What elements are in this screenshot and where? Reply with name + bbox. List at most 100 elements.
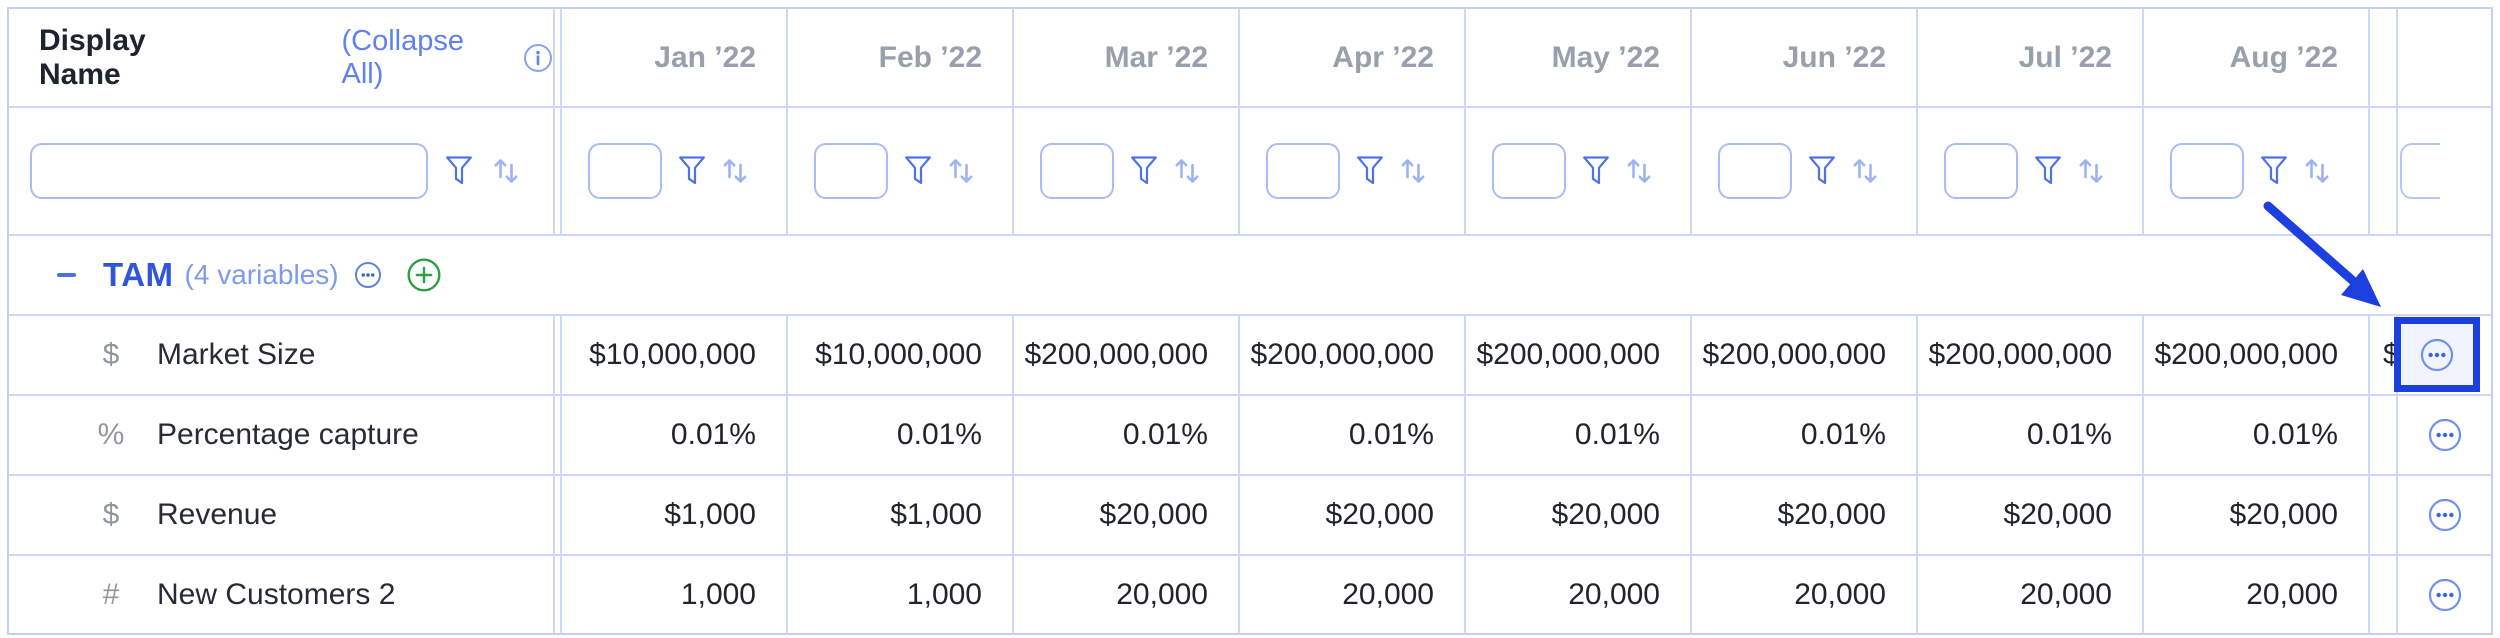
value-cell[interactable]: $20,000 — [2142, 476, 2368, 554]
row-more-options-icon[interactable] — [2427, 417, 2463, 453]
value-cell[interactable]: $200,000,000 — [1012, 316, 1238, 394]
highlighted-target-box — [2394, 317, 2480, 392]
row-label: Revenue — [157, 498, 278, 531]
value-cell[interactable]: $200,000,000 — [1238, 316, 1464, 394]
cell-value: 1,000 — [680, 577, 756, 611]
row-more-options-icon[interactable] — [2419, 337, 2455, 373]
value-cell[interactable]: 20,000 — [1238, 556, 1464, 633]
value-cell[interactable]: $200,000,000 — [2142, 316, 2368, 394]
cell-value: 0.01% — [670, 418, 756, 451]
cell-value: 20,000 — [1568, 577, 1660, 611]
column-filter-input[interactable] — [1944, 143, 2018, 199]
collapse-group-icon[interactable] — [57, 273, 76, 277]
value-cell[interactable]: 0.01% — [2142, 396, 2368, 474]
variables-table: Display Name (Collapse All) Jan ’22 Feb … — [7, 7, 2493, 635]
column-filter-input[interactable] — [1266, 143, 1340, 199]
value-cell[interactable]: $200,000,000 — [1916, 316, 2142, 394]
month-label: May ’22 — [1551, 40, 1660, 74]
column-filter-input[interactable] — [1718, 143, 1792, 199]
value-cell[interactable]: 1,000 — [560, 556, 786, 633]
value-cell[interactable]: 1,000 — [786, 556, 1012, 633]
value-cell[interactable]: 0.01% — [560, 396, 786, 474]
month-header-jan: Jan ’22 — [560, 9, 786, 106]
value-cell[interactable]: 0.01% — [1012, 396, 1238, 474]
info-icon[interactable] — [523, 43, 553, 73]
group-more-options-icon[interactable] — [354, 261, 382, 289]
group-name: TAM — [103, 256, 174, 293]
row-name-cell: % Percentage capture — [9, 396, 555, 474]
row-more-options-icon[interactable] — [2427, 577, 2463, 613]
sort-icon[interactable] — [1173, 156, 1201, 186]
name-filter-input[interactable] — [30, 143, 428, 199]
collapse-all-link[interactable]: (Collapse All) — [341, 24, 464, 90]
month-header-apr: Apr ’22 — [1238, 9, 1464, 106]
cell-value: $20,000 — [1099, 498, 1208, 531]
table-row-revenue: $ Revenue $1,000 $1,000 $20,000 $20,000 … — [9, 476, 2491, 556]
value-cell[interactable]: 0.01% — [1690, 396, 1916, 474]
sort-icon[interactable] — [1625, 156, 1653, 186]
filter-icon[interactable] — [2261, 156, 2287, 186]
value-cell[interactable]: 20,000 — [1464, 556, 1690, 633]
month-filter-cell-aug — [2142, 108, 2368, 234]
sort-icon[interactable] — [2303, 156, 2331, 186]
value-cell[interactable]: 20,000 — [1916, 556, 2142, 633]
column-filter-input[interactable] — [588, 143, 662, 199]
value-cell[interactable]: $1,000 — [786, 476, 1012, 554]
row-actions-cell — [2396, 476, 2491, 554]
sort-icon[interactable] — [2077, 156, 2105, 186]
month-header-feb: Feb ’22 — [786, 9, 1012, 106]
value-cell[interactable]: $20,000 — [1464, 476, 1690, 554]
add-variable-icon[interactable] — [406, 257, 442, 293]
month-filter-cell-jun — [1690, 108, 1916, 234]
row-label: Percentage capture — [157, 418, 419, 451]
sort-icon[interactable] — [721, 156, 749, 186]
sort-icon[interactable] — [947, 156, 975, 186]
header-row: Display Name (Collapse All) Jan ’22 Feb … — [9, 9, 2491, 108]
cell-value: $200,000,000 — [1250, 338, 1434, 371]
filter-icon[interactable] — [2035, 156, 2061, 186]
filter-icon[interactable] — [1809, 156, 1835, 186]
value-cell[interactable]: $10,000,000 — [560, 316, 786, 394]
value-cell[interactable]: 0.01% — [786, 396, 1012, 474]
name-filter-cell — [9, 108, 555, 234]
column-filter-input[interactable] — [1040, 143, 1114, 199]
sort-icon[interactable] — [492, 156, 520, 186]
value-cell[interactable]: $1,000 — [560, 476, 786, 554]
value-cell[interactable]: $20,000 — [1916, 476, 2142, 554]
value-cell[interactable]: $200,000,000 — [1464, 316, 1690, 394]
row-more-options-icon[interactable] — [2427, 497, 2463, 533]
column-filter-input[interactable] — [1492, 143, 1566, 199]
value-cell[interactable]: 20,000 — [1690, 556, 1916, 633]
filter-icon[interactable] — [905, 156, 931, 186]
value-cell[interactable]: $200,000,000 — [1690, 316, 1916, 394]
filter-icon[interactable] — [679, 156, 705, 186]
value-cell[interactable]: 0.01% — [1238, 396, 1464, 474]
filter-icon[interactable] — [446, 156, 472, 186]
filter-icon[interactable] — [1131, 156, 1157, 186]
month-label: Mar ’22 — [1104, 40, 1208, 74]
value-cell[interactable]: $20,000 — [1012, 476, 1238, 554]
value-cell[interactable]: 0.01% — [1916, 396, 2142, 474]
value-cell[interactable]: $20,000 — [1238, 476, 1464, 554]
cell-value: $10,000,000 — [589, 338, 756, 371]
cell-value: $20,000 — [1551, 498, 1660, 531]
sort-icon[interactable] — [1851, 156, 1879, 186]
column-filter-input[interactable] — [2170, 143, 2244, 199]
filter-icon[interactable] — [1357, 156, 1383, 186]
clipped-filter-input — [2400, 143, 2440, 199]
clipped-column — [2368, 9, 2396, 106]
cell-value: 0.01% — [1348, 418, 1434, 451]
value-cell[interactable]: 20,000 — [1012, 556, 1238, 633]
column-filter-input[interactable] — [814, 143, 888, 199]
table-row-market-size: $ Market Size $10,000,000 $10,000,000 $2… — [9, 316, 2491, 396]
value-cell[interactable]: 20,000 — [2142, 556, 2368, 633]
row-actions-cell — [2394, 316, 2491, 394]
value-cell[interactable]: $10,000,000 — [786, 316, 1012, 394]
filter-icon[interactable] — [1583, 156, 1609, 186]
month-label: Jan ’22 — [654, 40, 756, 74]
value-cell[interactable]: 0.01% — [1464, 396, 1690, 474]
clipped-value-cell: $ — [2368, 316, 2396, 394]
month-header-mar: Mar ’22 — [1012, 9, 1238, 106]
sort-icon[interactable] — [1399, 156, 1427, 186]
value-cell[interactable]: $20,000 — [1690, 476, 1916, 554]
